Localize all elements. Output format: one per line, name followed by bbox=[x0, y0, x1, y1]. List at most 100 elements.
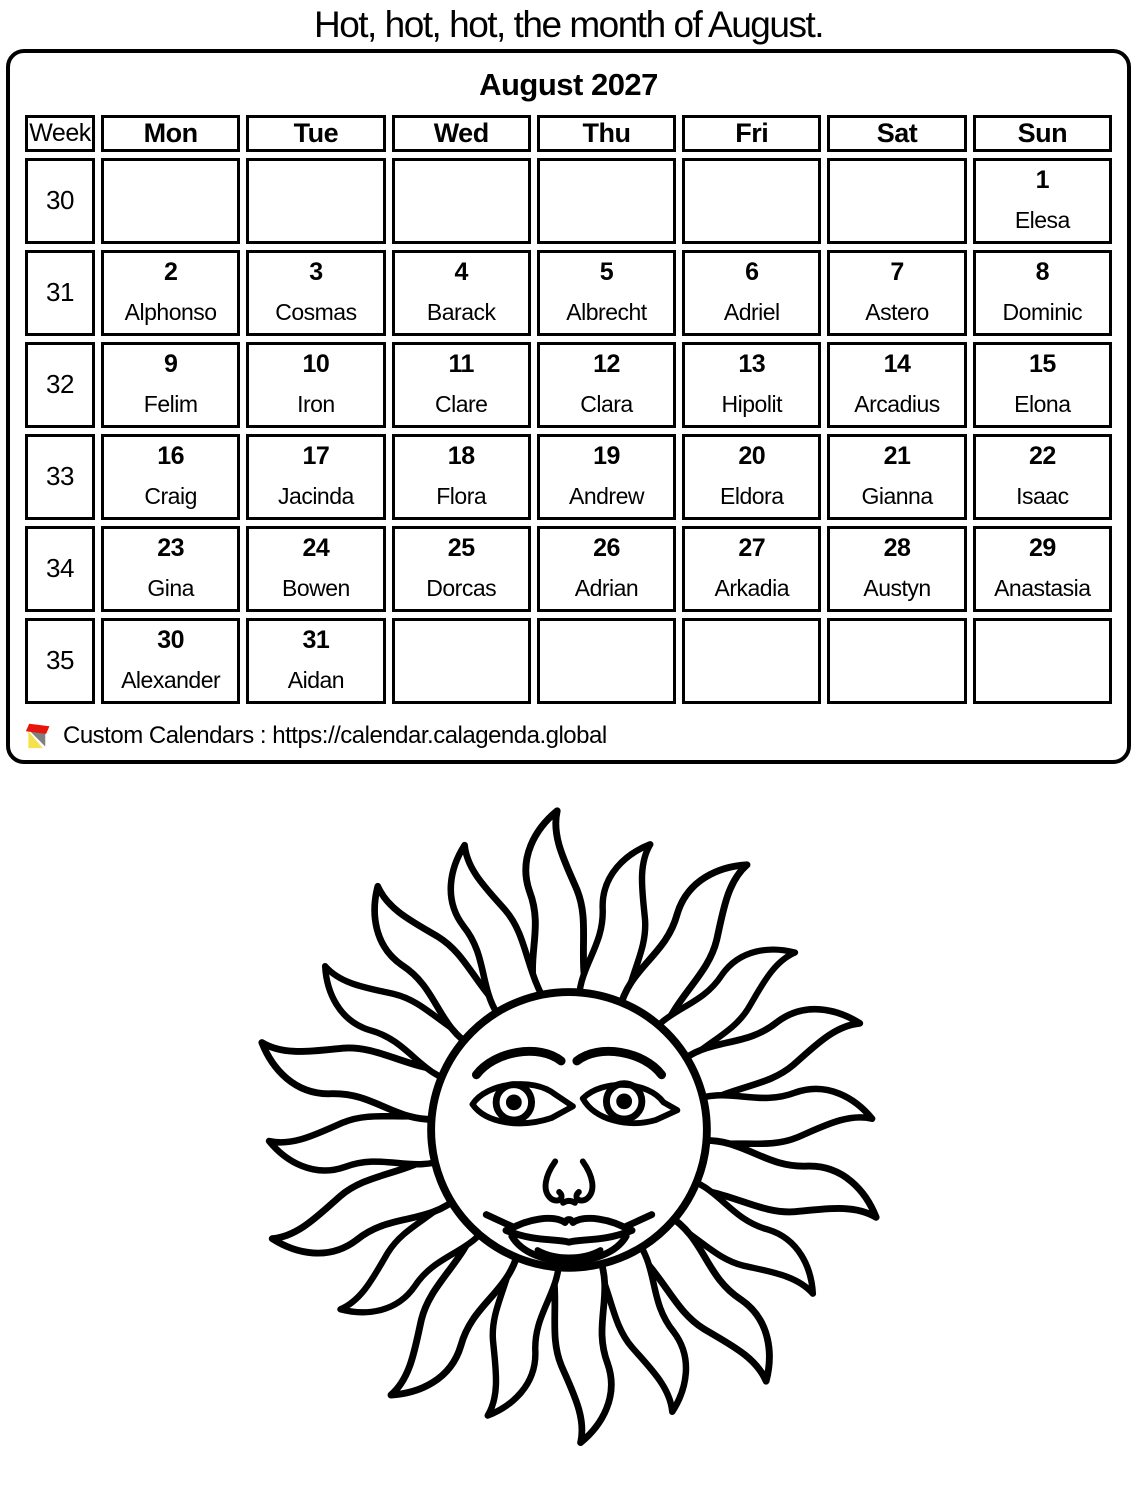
day-cell: 27 Arkadia bbox=[682, 525, 822, 612]
day-name: Clare bbox=[434, 390, 488, 417]
empty-day-cell bbox=[682, 617, 822, 704]
day-number: 6 bbox=[745, 257, 759, 286]
day-name: Andrew bbox=[568, 482, 644, 509]
day-number: 20 bbox=[738, 441, 766, 470]
calendar-table: Week Mon Tue Wed Thu Fri Sat Sun 30 1 Elesa 31 2 Alp… bbox=[19, 109, 1118, 710]
day-cell: 21 Gianna bbox=[827, 433, 967, 520]
week-number-cell: 35 bbox=[25, 617, 95, 704]
day-name: Craig bbox=[144, 482, 197, 509]
day-cell: 9 Felim bbox=[101, 341, 241, 428]
day-name: Austyn bbox=[863, 574, 931, 601]
day-cell: 31 Aidan bbox=[246, 617, 386, 704]
day-name: Elesa bbox=[1014, 206, 1071, 233]
calendar-footer: Custom Calendars : https://calendar.cala… bbox=[25, 722, 1118, 750]
right-eye-outline bbox=[579, 1081, 680, 1126]
day-number: 27 bbox=[738, 533, 766, 562]
left-eye-outline bbox=[469, 1080, 576, 1126]
week-row: 32 9 Felim 10 Iron 11 Clare 12 Clara 13 Hipolit 14 A… bbox=[25, 341, 1112, 428]
left-smile-crease bbox=[482, 1210, 515, 1230]
day-number: 30 bbox=[157, 625, 185, 654]
day-cell: 17 Jacinda bbox=[246, 433, 386, 520]
day-name: Arcadius bbox=[854, 390, 940, 417]
day-name: Elona bbox=[1014, 390, 1071, 417]
day-number: 8 bbox=[1035, 257, 1050, 286]
sun-face-features bbox=[469, 1046, 680, 1265]
day-name: Felim bbox=[143, 390, 198, 417]
day-number: 4 bbox=[454, 257, 469, 286]
day-cell: 12 Clara bbox=[536, 341, 677, 428]
left-iris bbox=[492, 1080, 535, 1124]
sun-illustration bbox=[244, 772, 894, 1478]
day-cell: 8 Dominic bbox=[972, 249, 1112, 336]
logo-red-flag bbox=[25, 723, 50, 734]
week-row: 35 30 Alexander 31 Aidan bbox=[25, 617, 1112, 704]
nose bbox=[542, 1158, 595, 1206]
footer-link[interactable]: Custom Calendars : https://calendar.cala… bbox=[63, 721, 607, 749]
day-number: 7 bbox=[890, 257, 904, 286]
day-number: 11 bbox=[448, 349, 474, 378]
day-name: Anastasia bbox=[994, 574, 1091, 601]
day-number: 9 bbox=[163, 349, 178, 378]
day-number: 3 bbox=[309, 257, 323, 286]
day-name: Iron bbox=[297, 390, 335, 417]
day-name: Flora bbox=[436, 482, 487, 509]
day-name: Gina bbox=[147, 574, 194, 601]
day-number: 22 bbox=[1028, 441, 1056, 470]
day-name: Dominic bbox=[1002, 298, 1083, 325]
day-number: 16 bbox=[157, 441, 185, 470]
day-cell: 1 Elesa bbox=[972, 157, 1112, 244]
day-number: 23 bbox=[157, 533, 185, 562]
day-name: Cosmas bbox=[275, 298, 357, 325]
calagenda-logo-icon bbox=[25, 723, 50, 749]
day-number: 19 bbox=[593, 441, 620, 470]
week-number-cell: 30 bbox=[25, 157, 95, 244]
day-header-wed: Wed bbox=[391, 114, 531, 152]
day-cell: 18 Flora bbox=[391, 433, 531, 520]
sun-face-circle bbox=[426, 987, 711, 1272]
day-cell: 6 Adriel bbox=[682, 249, 822, 336]
empty-day-cell bbox=[101, 157, 241, 244]
day-name: Bowen bbox=[282, 574, 350, 601]
day-name: Barack bbox=[426, 298, 496, 325]
day-number: 29 bbox=[1028, 533, 1056, 562]
day-cell: 23 Gina bbox=[101, 525, 241, 612]
day-name: Adrian bbox=[574, 574, 639, 601]
week-number-cell: 33 bbox=[25, 433, 95, 520]
day-cell: 28 Austyn bbox=[827, 525, 967, 612]
day-cell: 4 Barack bbox=[391, 249, 531, 336]
day-number: 24 bbox=[302, 533, 330, 562]
day-number: 5 bbox=[599, 257, 614, 286]
day-cell: 16 Craig bbox=[101, 433, 241, 520]
day-number: 15 bbox=[1028, 349, 1056, 378]
empty-day-cell bbox=[827, 617, 967, 704]
day-number: 13 bbox=[738, 349, 766, 378]
day-cell: 24 Bowen bbox=[246, 525, 386, 612]
day-cell: 22 Isaac bbox=[972, 433, 1112, 520]
day-name: Adriel bbox=[723, 298, 780, 325]
day-cell: 11 Clare bbox=[391, 341, 531, 428]
day-name: Arkadia bbox=[714, 574, 790, 601]
empty-day-cell bbox=[536, 617, 677, 704]
empty-day-cell bbox=[391, 157, 531, 244]
day-header-thu: Thu bbox=[536, 114, 677, 152]
day-number: 31 bbox=[302, 625, 330, 654]
lower-lip bbox=[507, 1232, 630, 1265]
week-row: 30 1 Elesa bbox=[25, 157, 1112, 244]
empty-day-cell bbox=[246, 157, 386, 244]
page-title: Hot, hot, hot, the month of August. bbox=[313, 4, 825, 45]
right-pupil bbox=[615, 1093, 632, 1109]
week-row: 34 23 Gina 24 Bowen 25 Dorcas 26 Adrian 27 Arkadia… bbox=[25, 525, 1112, 612]
left-eyebrow bbox=[471, 1046, 566, 1079]
day-name: Clara bbox=[580, 390, 633, 417]
empty-day-cell bbox=[536, 157, 677, 244]
day-number: 26 bbox=[593, 533, 620, 562]
day-number: 17 bbox=[302, 441, 330, 470]
day-cell: 30 Alexander bbox=[101, 617, 241, 704]
day-name: Jacinda bbox=[278, 482, 354, 509]
day-cell: 20 Eldora bbox=[682, 433, 822, 520]
day-name: Isaac bbox=[1016, 482, 1069, 509]
day-name: Alexander bbox=[121, 666, 221, 693]
week-column-header: Week bbox=[25, 114, 95, 152]
day-header-tue: Tue bbox=[246, 114, 386, 152]
day-cell: 7 Astero bbox=[827, 249, 967, 336]
